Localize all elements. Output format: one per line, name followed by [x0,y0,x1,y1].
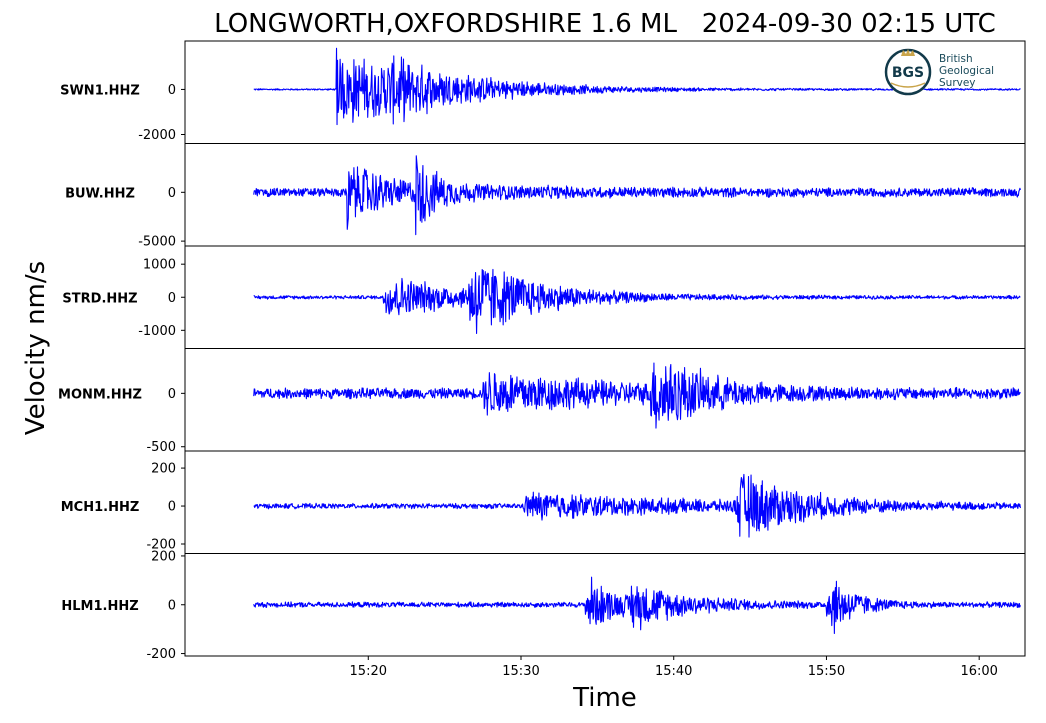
y-tick-label: -200 [146,647,176,662]
logo-badge: BGS [892,65,924,81]
waveform-trace [253,362,1021,429]
y-tick-label: -1000 [138,324,176,339]
panel-swn1-hhz: SWN1.HHZ 0 -2000 [60,40,1026,144]
x-tick-label: 15:30 [502,664,539,679]
x-axis: 15:20 15:30 15:40 15:50 16:00 [350,656,998,679]
station-label: STRD.HHZ [62,291,137,306]
panel-hlm1-hhz: HLM1.HHZ 200 0 -200 [61,549,1026,662]
y-tick-label: 0 [168,387,176,402]
panel-mch1-hhz: MCH1.HHZ 200 0 -200 [61,450,1026,554]
y-tick-label: -5000 [138,235,176,250]
y-tick-label: 200 [151,549,176,564]
station-label: HLM1.HHZ [61,599,138,614]
panel-frame [184,348,1026,452]
y-tick-label: 200 [151,462,176,477]
panel-strd-hhz: STRD.HHZ 1000 0 -1000 [62,245,1026,349]
bgs-logo: BGS British Geological Survey [884,48,994,96]
logo-swoosh [890,82,926,88]
y-tick-label: -200 [146,538,176,553]
waveform-trace [253,155,1021,236]
panel-monm-hhz: MONM.HHZ 0 -500 [58,348,1026,455]
chart-title: LONGWORTH,OXFORDSHIRE 1.6 ML 2024-09-30 … [214,9,996,39]
station-label: BUW.HHZ [65,186,135,201]
y-tick-label: 0 [168,186,176,201]
x-tick-label: 15:20 [350,664,387,679]
y-tick-label: 0 [168,291,176,306]
x-tick-label: 15:50 [808,664,845,679]
y-tick-label: -2000 [138,128,176,143]
y-tick-label: 0 [168,598,176,613]
logo-line2: Geological [939,65,994,77]
waveform-trace [253,473,1021,538]
x-axis-label: Time [572,683,637,713]
y-tick-label: 1000 [143,258,176,273]
station-label: MONM.HHZ [58,387,142,402]
waveform-trace [253,268,1021,334]
y-axis-label: Velocity nm/s [21,261,51,435]
logo-line1: British [939,53,973,65]
y-tick-label: 0 [168,500,176,515]
logo-line3: Survey [939,77,976,89]
panel-frame [184,553,1026,657]
x-tick-label: 15:40 [655,664,692,679]
y-tick-label: 0 [168,83,176,98]
waveform-trace [253,576,1021,635]
crown-icon [901,49,915,56]
station-label: SWN1.HHZ [60,83,140,98]
x-tick-label: 16:00 [960,664,997,679]
station-label: MCH1.HHZ [61,500,140,515]
y-tick-label: -500 [146,440,176,455]
panel-buw-hhz: BUW.HHZ 0 -5000 [65,143,1026,250]
